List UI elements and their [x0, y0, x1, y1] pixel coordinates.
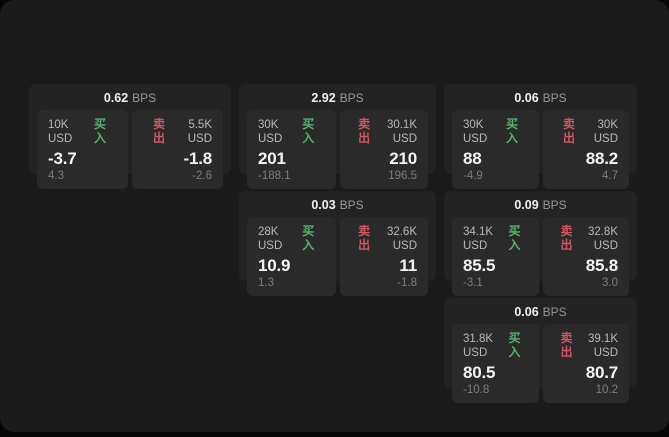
- buy-delta-value: -3.1: [463, 277, 483, 289]
- buy-price-value: 80.5: [463, 363, 496, 382]
- buy-quote-button[interactable]: 30K USD 买入 88 -4.9: [452, 110, 539, 189]
- sell-price-value: 11: [399, 256, 417, 275]
- sell-delta-value: 4.7: [602, 170, 618, 182]
- buy-notional-label: 31.8K USD: [463, 333, 494, 359]
- buy-quote-button[interactable]: 31.8K USD 买入 80.5 -10.8: [452, 324, 539, 403]
- sell-price-value: 210: [389, 149, 417, 168]
- buy-side-label: 买入: [505, 117, 518, 145]
- buy-side-label: 买入: [302, 117, 315, 145]
- sell-quote-button[interactable]: 卖出 32.8K USD 85.8 3.0: [542, 217, 629, 296]
- quote-card-body: 31.8K USD 买入 80.5 -10.8 卖出 39.1K USD 80.…: [452, 324, 629, 403]
- bps-header: 0.06 BPS: [452, 303, 629, 321]
- sell-delta-value: 3.0: [602, 277, 618, 289]
- buy-quote-button[interactable]: 28K USD 买入 10.9 1.3: [247, 217, 336, 296]
- quote-card: 0.09 BPS 34.1K USD 买入 85.5 -3.1 卖出 32.8K …: [444, 191, 637, 296]
- quote-card: 2.92 BPS 30K USD 买入 201 -188.1 卖出 30.1K U…: [239, 84, 436, 189]
- bps-value: 2.92: [311, 91, 336, 105]
- buy-quote-button[interactable]: 30K USD 买入 201 -188.1: [247, 110, 336, 189]
- quote-card: 0.06 BPS 30K USD 买入 88 -4.9 卖出 30K USD: [444, 84, 637, 189]
- bps-header: 0.62 BPS: [37, 89, 223, 107]
- buy-notional-label: 34.1K USD: [463, 226, 494, 252]
- bps-unit: BPS: [542, 198, 567, 212]
- sell-quote-button[interactable]: 卖出 39.1K USD 80.7 10.2: [542, 324, 629, 403]
- sell-quote-button[interactable]: 卖出 30.1K USD 210 196.5: [339, 110, 428, 189]
- bps-value: 0.62: [103, 91, 129, 105]
- bps-value: 0.06: [514, 305, 539, 319]
- quotes-grid: 0.62 BPS 10K USD 买入 -3.7 4.3 卖出 5.5K USD: [29, 84, 637, 403]
- quote-card-body: 34.1K USD 买入 85.5 -3.1 卖出 32.8K USD 85.8…: [452, 217, 629, 296]
- bps-unit: BPS: [132, 91, 157, 105]
- buy-side-label: 买入: [508, 331, 521, 359]
- buy-quote-button[interactable]: 34.1K USD 买入 85.5 -3.1: [452, 217, 539, 296]
- sell-delta-value: 196.5: [388, 170, 417, 182]
- sell-side-label: 卖出: [560, 224, 573, 252]
- quote-card-body: 28K USD 买入 10.9 1.3 卖出 32.6K USD 11 -1.8: [247, 217, 428, 296]
- sell-price-value: -1.8: [183, 149, 213, 168]
- quote-card-body: 30K USD 买入 88 -4.9 卖出 30K USD 88.2 4.7: [452, 110, 629, 189]
- buy-notional-label: 10K USD: [48, 119, 73, 145]
- buy-delta-value: -188.1: [258, 170, 291, 182]
- sell-side-label: 卖出: [153, 117, 166, 145]
- bps-value: 0.06: [514, 91, 539, 105]
- buy-delta-value: -4.9: [463, 170, 483, 182]
- quote-card: 0.06 BPS 31.8K USD 买入 80.5 -10.8 卖出 39.1K…: [444, 298, 637, 403]
- buy-notional-label: 28K USD: [258, 226, 283, 252]
- bps-unit: BPS: [542, 305, 567, 319]
- sell-side-label: 卖出: [560, 331, 573, 359]
- sell-side-label: 卖出: [358, 224, 371, 252]
- buy-side-label: 买入: [302, 224, 315, 252]
- buy-notional-label: 30K USD: [463, 119, 488, 145]
- buy-price-value: 88: [463, 149, 482, 168]
- bps-header: 0.09 BPS: [452, 196, 629, 214]
- quote-card: 0.62 BPS 10K USD 买入 -3.7 4.3 卖出 5.5K USD: [29, 84, 231, 189]
- sell-price-value: 80.7: [585, 363, 618, 382]
- sell-delta-value: -2.6: [192, 170, 212, 182]
- sell-quote-button[interactable]: 卖出 5.5K USD -1.8 -2.6: [132, 110, 223, 189]
- sell-delta-value: 10.2: [595, 384, 618, 396]
- sell-notional-label: 39.1K USD: [587, 333, 618, 359]
- bps-unit: BPS: [542, 91, 567, 105]
- sell-side-label: 卖出: [563, 117, 576, 145]
- bps-unit: BPS: [339, 91, 364, 105]
- bps-value: 0.09: [514, 198, 539, 212]
- sell-price-value: 85.8: [585, 256, 618, 275]
- sell-notional-label: 32.6K USD: [386, 226, 417, 252]
- buy-delta-value: 4.3: [48, 170, 64, 182]
- buy-side-label: 买入: [93, 117, 106, 145]
- sell-notional-label: 5.5K USD: [187, 119, 212, 145]
- sell-quote-button[interactable]: 卖出 30K USD 88.2 4.7: [542, 110, 629, 189]
- bps-unit: BPS: [339, 198, 364, 212]
- buy-side-label: 买入: [508, 224, 521, 252]
- buy-price-value: 85.5: [463, 256, 496, 275]
- buy-price-value: 10.9: [258, 256, 291, 275]
- quote-card-body: 30K USD 买入 201 -188.1 卖出 30.1K USD 210 1…: [247, 110, 428, 189]
- sell-delta-value: -1.8: [397, 277, 417, 289]
- bps-header: 2.92 BPS: [247, 89, 428, 107]
- sell-notional-label: 32.8K USD: [587, 226, 618, 252]
- sell-side-label: 卖出: [358, 117, 371, 145]
- bps-header: 0.06 BPS: [452, 89, 629, 107]
- sell-notional-label: 30.1K USD: [386, 119, 417, 145]
- buy-quote-button[interactable]: 10K USD 买入 -3.7 4.3: [37, 110, 128, 189]
- buy-delta-value: -10.8: [463, 384, 490, 396]
- buy-notional-label: 30K USD: [258, 119, 283, 145]
- quote-card-body: 10K USD 买入 -3.7 4.3 卖出 5.5K USD -1.8 -2.…: [37, 110, 223, 189]
- buy-price-value: 201: [258, 149, 286, 168]
- sell-notional-label: 30K USD: [593, 119, 618, 145]
- buy-delta-value: 1.3: [258, 277, 274, 289]
- sell-quote-button[interactable]: 卖出 32.6K USD 11 -1.8: [339, 217, 428, 296]
- sell-price-value: 88.2: [585, 149, 618, 168]
- bps-value: 0.03: [311, 198, 336, 212]
- quote-card: 0.03 BPS 28K USD 买入 10.9 1.3 卖出 32.6K USD: [239, 191, 436, 296]
- buy-price-value: -3.7: [48, 149, 77, 168]
- bps-header: 0.03 BPS: [247, 196, 428, 214]
